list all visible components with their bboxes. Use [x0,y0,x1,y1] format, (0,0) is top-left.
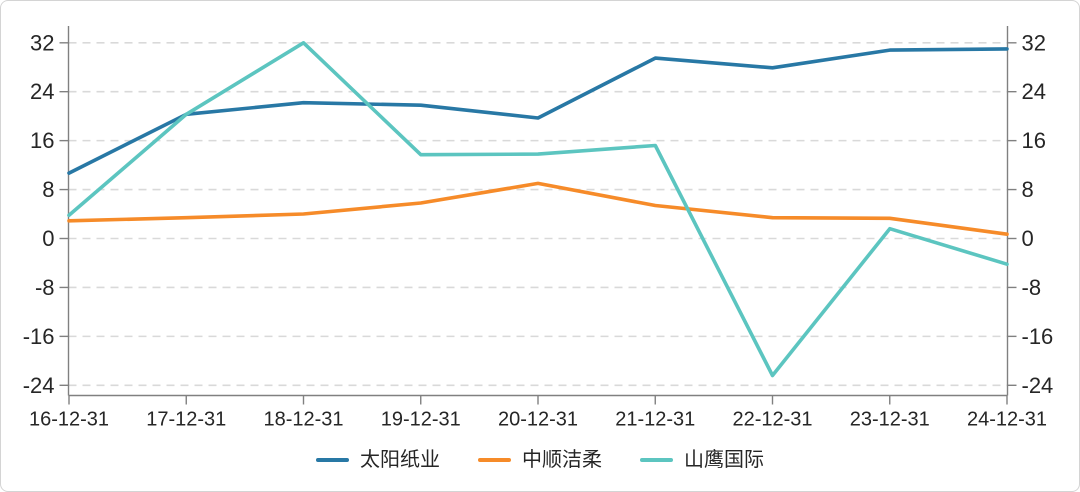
y-axis-label-right: -24 [1022,373,1054,398]
y-axis-label-right: -16 [1022,324,1054,349]
y-axis-label-left: 24 [30,79,54,104]
y-axis-label-right: 24 [1022,79,1046,104]
x-axis-label: 16-12-31 [29,409,109,431]
legend-label: 中顺洁柔 [522,449,602,471]
x-axis-label: 22-12-31 [732,409,812,431]
series-line-2 [67,40,1009,378]
x-axis-label: 23-12-31 [850,409,930,431]
x-axis-label: 20-12-31 [498,409,578,431]
y-axis-label-left: -8 [35,275,55,300]
x-axis-label: 17-12-31 [146,409,226,431]
legend-item-taiyang-paper[interactable]: 太阳纸业 [316,446,440,474]
y-axis-label-left: 0 [42,226,54,251]
y-axis-label-left: -24 [23,373,55,398]
x-axis-label: 24-12-31 [967,409,1047,431]
chart-legend: 太阳纸业 中顺洁柔 山鹰国际 [1,437,1079,491]
legend-line-swatch [640,457,673,463]
x-axis-label: 18-12-31 [263,409,343,431]
legend-item-shanying-international[interactable]: 山鹰国际 [640,446,764,474]
legend-line-swatch [478,457,511,463]
x-axis-label: 21-12-31 [615,409,695,431]
y-axis-label-left: 8 [42,177,54,202]
y-axis-label-left: -16 [23,324,55,349]
y-axis-label-left: 16 [30,128,54,153]
legend-item-zhongshun-jierou[interactable]: 中顺洁柔 [478,446,602,474]
series-line-1 [67,181,1009,236]
y-axis-label-right: -8 [1022,275,1042,300]
line-chart: 32 32 24 24 16 16 8 8 0 0 -8 -8 -16 -16 -24 -24 16-12-31… [23,26,1054,431]
y-axis-label-right: 16 [1022,128,1046,153]
y-axis-label-right: 8 [1022,177,1034,202]
legend-line-swatch [316,457,349,463]
y-axis-label-left: 32 [30,30,54,55]
y-axis-label-right: 32 [1022,30,1046,55]
y-axis-label-right: 0 [1022,226,1034,251]
legend-label: 太阳纸业 [360,449,440,471]
series-line-0 [67,47,1009,175]
legend-label: 山鹰国际 [684,449,764,471]
x-axis-label: 19-12-31 [381,409,461,431]
